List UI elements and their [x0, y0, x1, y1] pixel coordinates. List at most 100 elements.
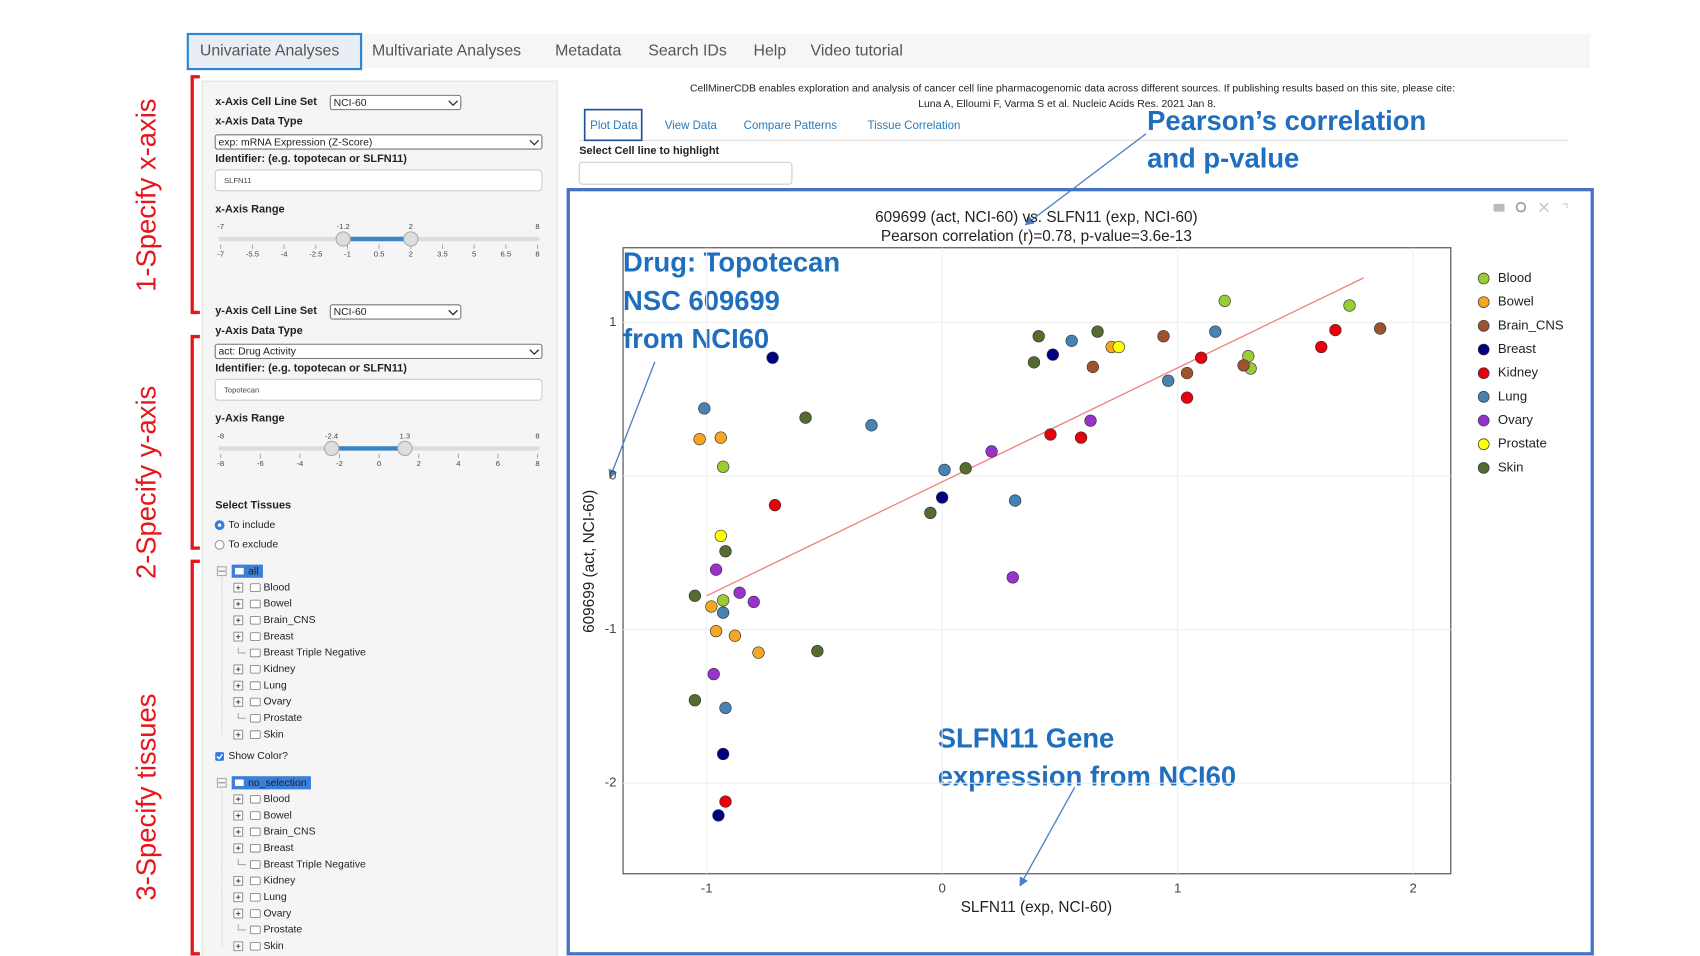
tree-item[interactable]: Blood	[263, 794, 290, 805]
nav-tab[interactable]: Univariate Analyses	[200, 43, 339, 60]
slider-tick-label: -4	[281, 249, 289, 258]
nav-tab[interactable]: Multivariate Analyses	[372, 43, 521, 60]
legend-label[interactable]: Bowel	[1498, 294, 1534, 309]
modebar-zoom[interactable]	[1515, 201, 1527, 213]
point	[799, 411, 812, 424]
chart	[623, 247, 1451, 874]
subtab[interactable]: Plot Data	[590, 120, 638, 132]
modebar-logo[interactable]	[1562, 203, 1568, 209]
legend-label[interactable]: Ovary	[1498, 412, 1533, 427]
citation-link[interactable]: Luna A, Elloumi F, Varma S et al. Nuclei…	[918, 99, 1216, 110]
slider-min-label: -7	[217, 222, 224, 231]
slider-tick-label: -4	[297, 459, 305, 468]
point	[985, 445, 998, 458]
tree-root[interactable]: all	[248, 566, 258, 577]
subtab[interactable]: Tissue Correlation	[868, 120, 961, 132]
tree-expander-plus	[236, 699, 241, 705]
legend-label[interactable]: Breast	[1498, 341, 1536, 356]
field-label: x-Axis Cell Line Set	[215, 96, 317, 108]
modebar-reset[interactable]	[1539, 202, 1549, 213]
select-value: NCI-60	[334, 98, 367, 109]
slider-handle[interactable]	[403, 231, 419, 247]
annotation: Drug: Topotecan	[623, 246, 840, 277]
point	[688, 694, 702, 707]
tree-item[interactable]: Lung	[263, 680, 286, 691]
tree-item[interactable]: Lung	[263, 892, 286, 903]
slider-tick-label: 2	[409, 249, 413, 258]
tree-item[interactable]: Kidney	[263, 664, 296, 675]
tree-item[interactable]: Breast Triple Negative	[263, 859, 366, 870]
point	[1044, 428, 1057, 441]
x-tick-label: 1	[1174, 881, 1181, 896]
slider-max-label: 8	[535, 222, 539, 231]
legend-label[interactable]: Blood	[1498, 270, 1532, 285]
tree-item[interactable]: Brain_CNS	[263, 615, 315, 626]
folder-icon	[249, 714, 261, 723]
slider-tick-label: -6	[257, 459, 264, 468]
tree-item[interactable]: Breast	[263, 631, 293, 642]
tree-toggle	[218, 782, 226, 784]
point	[714, 431, 727, 444]
tree-leaf-line	[237, 859, 246, 866]
text-input[interactable]	[214, 169, 543, 192]
tree-root[interactable]: no_selection	[248, 778, 307, 789]
legend-label[interactable]: Skin	[1498, 459, 1524, 474]
slider-handle[interactable]	[335, 231, 351, 247]
modebar-camera[interactable]	[1493, 203, 1505, 212]
nav-tab[interactable]: Search IDs	[648, 43, 727, 60]
tree-item[interactable]: Skin	[263, 729, 283, 740]
select[interactable]	[214, 343, 543, 360]
nav-tab[interactable]: Help	[754, 43, 787, 60]
point	[698, 402, 711, 415]
point	[719, 701, 732, 715]
tree-item[interactable]: Kidney	[263, 876, 296, 887]
legend-label[interactable]: Brain_CNS	[1498, 317, 1564, 332]
slider-handle[interactable]	[323, 440, 340, 457]
select[interactable]	[214, 134, 543, 150]
check	[216, 753, 223, 760]
select[interactable]	[329, 304, 462, 320]
tree-toggle-box	[216, 777, 227, 788]
tree-item[interactable]: Skin	[263, 941, 283, 952]
tree-expander-plus	[236, 683, 241, 688]
nav-tab[interactable]: Metadata	[555, 43, 621, 60]
slider-value-label: 1.3	[400, 431, 411, 440]
point	[733, 586, 746, 599]
subtab[interactable]: View Data	[665, 120, 718, 132]
select[interactable]	[329, 94, 462, 111]
slider-tick-label: -2	[336, 459, 343, 468]
radio[interactable]	[214, 539, 225, 550]
slider-handle[interactable]	[397, 440, 413, 457]
point	[768, 499, 782, 512]
point	[717, 460, 730, 473]
modebar	[1493, 201, 1568, 213]
legend-label[interactable]: Kidney	[1498, 365, 1539, 380]
step-annotation: 2-Specify y-axis	[131, 386, 162, 579]
legend-label[interactable]: Lung	[1498, 388, 1527, 403]
tree-item[interactable]: Breast	[263, 843, 293, 854]
step-annotation: 3-Specify tissues	[131, 694, 162, 901]
folder-icon	[249, 860, 261, 869]
tree-item[interactable]: Prostate	[263, 925, 302, 936]
highlight-input[interactable]	[578, 161, 793, 185]
tree-item[interactable]: Bowel	[263, 810, 291, 821]
tree-item[interactable]: Bowel	[263, 599, 291, 610]
tree-item[interactable]: Ovary	[263, 908, 292, 919]
tree-item[interactable]: Breast Triple Negative	[263, 648, 366, 659]
nav-tab[interactable]: Video tutorial	[811, 43, 903, 60]
legend-label[interactable]: Prostate	[1498, 436, 1547, 451]
checkbox[interactable]	[215, 752, 224, 761]
point	[1218, 294, 1231, 308]
subtab[interactable]: Compare Patterns	[744, 120, 838, 132]
tree-expander-plus	[236, 895, 241, 900]
tree-item[interactable]: Ovary	[263, 697, 292, 708]
tree-item[interactable]: Brain_CNS	[263, 827, 315, 838]
tree-item[interactable]: Blood	[263, 582, 290, 593]
tree-item[interactable]: Prostate	[263, 713, 302, 724]
active-subtab	[583, 108, 643, 142]
point	[717, 606, 730, 619]
text-input[interactable]	[214, 378, 543, 401]
tree-leaf-line	[237, 647, 246, 654]
folder-icon	[249, 632, 261, 641]
field-label: x-Axis Range	[215, 203, 284, 215]
